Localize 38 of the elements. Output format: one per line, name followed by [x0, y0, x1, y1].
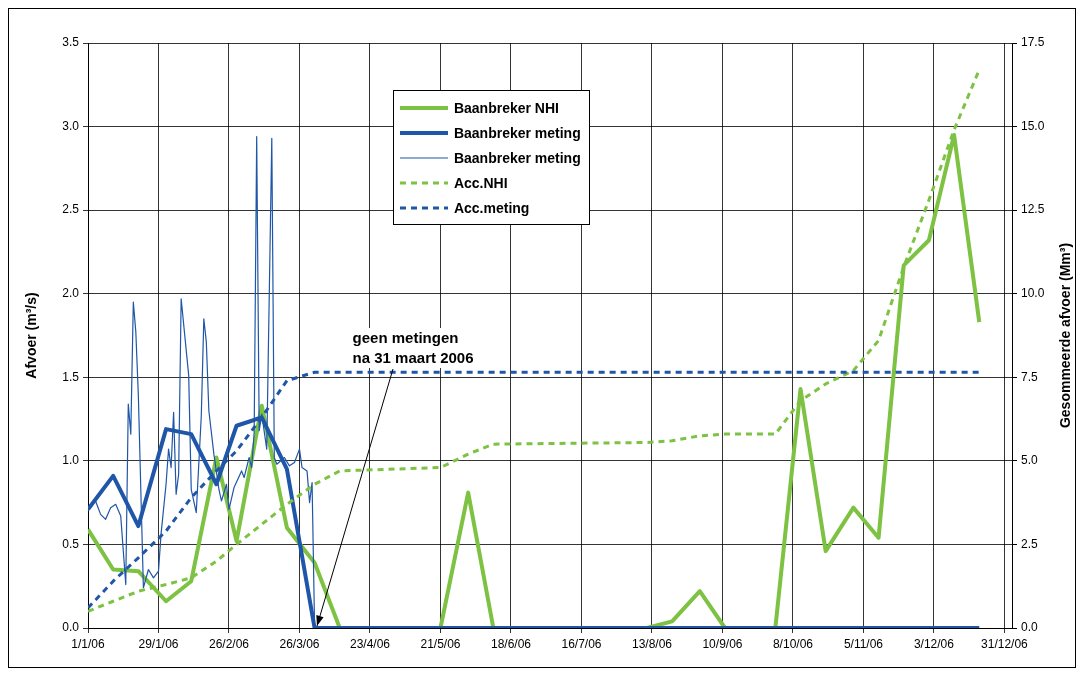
- x-tick-label: 1/1/06: [71, 636, 105, 651]
- x-tick-label: 13/8/06: [631, 636, 673, 651]
- y-tick-label: 0.5: [62, 536, 80, 551]
- y2-tick-label: 17.5: [1021, 35, 1045, 50]
- x-tick-label: 18/6/06: [490, 636, 532, 651]
- y2-tick-label: 10.0: [1021, 286, 1045, 301]
- x-tick-label: 31/12/06: [981, 636, 1029, 651]
- x-tick-label: 16/7/06: [561, 636, 602, 651]
- legend-label: Acc.meting: [453, 199, 530, 216]
- legend-label: Baanbreker meting: [453, 124, 581, 141]
- x-tick-label: 29/1/06: [138, 636, 179, 651]
- x-tick-label: 26/3/06: [279, 636, 320, 651]
- y-axis-title: Afvoer (m³/s): [22, 292, 39, 379]
- y2-axis-title: Gesommeerde afvoer (Mm³): [1056, 242, 1073, 429]
- y2-tick-label: 5.0: [1021, 453, 1039, 468]
- y-tick-label: 2.0: [62, 286, 80, 301]
- y-tick-label: 1.5: [62, 369, 80, 384]
- x-tick-label: 21/5/06: [420, 636, 461, 651]
- legend-label: Acc.NHI: [453, 174, 508, 191]
- legend-label: Baanbreker NHI: [453, 99, 559, 116]
- x-tick-label: 26/2/06: [208, 636, 250, 651]
- x-tick-label: 3/12/06: [913, 636, 955, 651]
- y-tick-label: 0.0: [62, 620, 80, 635]
- y2-tick-label: 0.0: [1021, 620, 1039, 635]
- x-tick-label: 8/10/06: [772, 636, 814, 651]
- y2-tick-label: 7.5: [1021, 369, 1039, 384]
- x-tick-label: 10/9/06: [702, 636, 743, 651]
- y2-tick-label: 15.0: [1021, 118, 1045, 133]
- y-tick-label: 2.5: [62, 202, 80, 217]
- x-tick-label: 23/4/06: [349, 636, 391, 651]
- x-tick-label: 5/11/06: [843, 636, 884, 651]
- y-tick-label: 3.0: [62, 118, 80, 133]
- y2-tick-label: 2.5: [1021, 536, 1039, 551]
- y2-tick-label: 12.5: [1021, 202, 1045, 217]
- legend-label: Baanbreker meting: [453, 149, 581, 166]
- y-tick-label: 1.0: [62, 453, 80, 468]
- y-tick-label: 3.5: [62, 35, 80, 50]
- annotation: geen metingen na 31 maart 2006: [350, 328, 476, 368]
